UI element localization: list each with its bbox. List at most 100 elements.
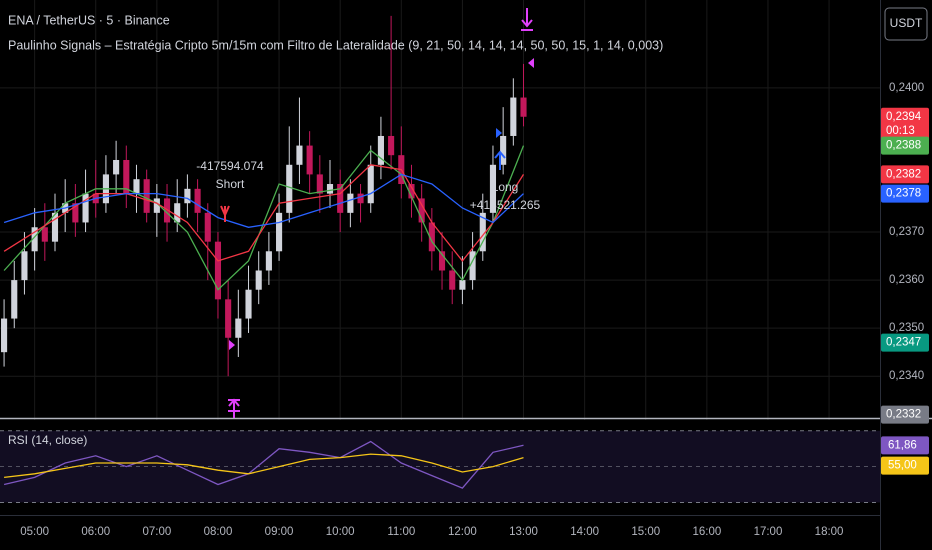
- signal-annotation: -417594.074: [196, 159, 264, 173]
- candle-body: [174, 203, 181, 223]
- y-tick-label: 0,2370: [889, 226, 924, 238]
- ma-line: [3, 145, 525, 291]
- signal-annotation: Long: [492, 180, 519, 194]
- long-arrow: [494, 150, 506, 170]
- candle-body: [306, 145, 313, 175]
- buy-marker: [228, 398, 240, 418]
- countdown: 00:13: [886, 125, 915, 137]
- candle-body: [255, 270, 262, 290]
- candle-body: [1, 318, 8, 353]
- rsi-badge-label: 61,86: [888, 439, 917, 451]
- candle-body: [347, 193, 354, 213]
- price-badge: [881, 107, 929, 140]
- candle-body: [21, 251, 28, 281]
- candle-body: [500, 135, 507, 165]
- candle-body: [51, 212, 59, 242]
- candle-body: [113, 159, 120, 175]
- candle-body: [337, 184, 344, 213]
- y-tick-label: 0,2340: [889, 370, 924, 382]
- candle-body: [31, 227, 38, 252]
- x-tick-label: 08:00: [204, 526, 233, 538]
- candle-body: [204, 212, 211, 242]
- price-badge: [881, 405, 929, 424]
- price-badge-label: 0,2332: [886, 409, 921, 421]
- price-badge-label: 0,2347: [886, 337, 921, 349]
- x-tick-label: 07:00: [142, 526, 171, 538]
- price-badge-label: 0,2378: [886, 188, 921, 200]
- candle-body: [276, 212, 283, 252]
- ma-line: [3, 173, 524, 228]
- candle-body: [459, 280, 466, 290]
- rsi-badge: [881, 436, 929, 455]
- candle-body: [214, 241, 222, 300]
- candle-body: [489, 164, 497, 213]
- candle-body: [510, 97, 517, 136]
- candle-body: [469, 251, 476, 281]
- ma-line: [3, 164, 525, 262]
- candle-body: [41, 227, 48, 242]
- signal-annotation: +413521.265: [470, 198, 541, 212]
- signal-annotation: Short: [216, 177, 245, 191]
- rsi-badge: [881, 456, 929, 475]
- candle-body: [367, 164, 374, 204]
- candle-body: [123, 159, 130, 194]
- candle-body: [184, 188, 191, 204]
- candle-body: [449, 270, 456, 290]
- rsi-line: [3, 440, 524, 489]
- y-tick-label: 0,2360: [889, 274, 924, 286]
- candle-body: [265, 251, 272, 271]
- sell-marker: [521, 8, 533, 31]
- candle-body: [438, 251, 446, 271]
- rsi-title: RSI (14, close): [8, 433, 87, 447]
- x-tick-label: 10:00: [326, 526, 355, 538]
- signal-triangle: [528, 58, 534, 68]
- candle-body: [428, 222, 435, 252]
- candle-body: [225, 299, 232, 338]
- x-tick-label: 18:00: [815, 526, 844, 538]
- short-arrow: [220, 205, 230, 222]
- currency-button[interactable]: [884, 7, 928, 41]
- candle-body: [245, 289, 252, 319]
- candle-body: [296, 145, 303, 165]
- x-tick-label: 16:00: [692, 526, 721, 538]
- candle-body: [377, 135, 384, 165]
- indicator-title: Paulinho Signals – Estratégia Cripto 5m/…: [8, 38, 663, 52]
- candle-body: [163, 198, 171, 223]
- price-badge-label: 0,2394: [886, 111, 922, 123]
- price-badge: [881, 136, 929, 155]
- candle-body: [133, 179, 140, 194]
- candle-body: [194, 188, 201, 213]
- candle-body: [82, 193, 89, 223]
- x-tick-label: 15:00: [631, 526, 660, 538]
- price-badge: [881, 165, 929, 184]
- price-badge: [881, 184, 929, 203]
- y-tick-label: 0,2350: [889, 322, 924, 334]
- candle-body: [235, 318, 242, 338]
- candle-body: [408, 184, 415, 199]
- candle-body: [72, 203, 79, 223]
- candle-body: [388, 135, 395, 156]
- rsi-band: [0, 430, 880, 503]
- candle-body: [153, 198, 160, 213]
- axes: 05:00 06:00 07:00 08:00 09:00 10:00 11:00 12:00…: [20, 82, 929, 538]
- x-tick-label: 11:00: [387, 526, 415, 538]
- rsi-line: [4, 453, 524, 479]
- candle-body: [479, 212, 486, 252]
- x-tick-label: 09:00: [265, 526, 294, 538]
- signal-triangle: [229, 340, 235, 350]
- x-tick-label: 06:00: [81, 526, 110, 538]
- candle-body: [326, 184, 334, 194]
- y-tick-label: 0,2400: [889, 82, 924, 94]
- candle-body: [143, 179, 150, 213]
- currency-button-label[interactable]: USDT: [890, 16, 923, 30]
- candle-body: [418, 198, 425, 223]
- x-tick-label: 14:00: [570, 526, 599, 538]
- price-badge: [881, 333, 929, 352]
- x-tick-label: 13:00: [509, 526, 538, 538]
- candle-body: [520, 97, 527, 117]
- x-tick-label: 17:00: [754, 526, 783, 538]
- symbol-title: ENA / TetherUS · 5 · Binance: [8, 13, 170, 27]
- plot: -417594.074 Short Long +413521.265: [1, 15, 541, 489]
